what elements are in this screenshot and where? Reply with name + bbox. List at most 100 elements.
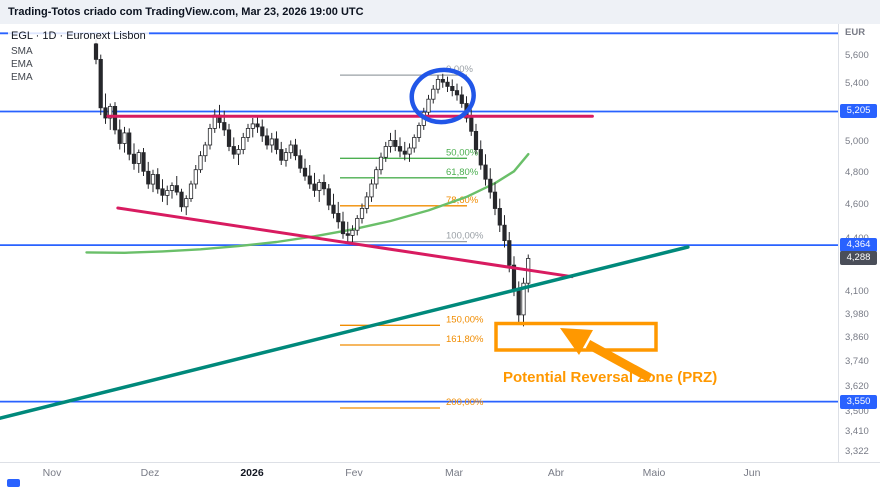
candle-body xyxy=(359,207,365,219)
price-level-badge: 5,205 xyxy=(840,104,877,118)
candle-body xyxy=(203,144,208,157)
price-level-badge: 3,550 xyxy=(840,395,877,409)
candle-body xyxy=(412,136,417,149)
time-axis-label: Abr xyxy=(547,467,565,479)
candle-body xyxy=(492,191,498,209)
candle-body xyxy=(374,169,379,185)
candle-body xyxy=(397,146,403,152)
time-axis-separator xyxy=(0,462,880,463)
candle-body xyxy=(469,117,474,132)
legend-indicator[interactable]: SMA xyxy=(8,46,36,57)
time-axis-label: 2026 xyxy=(240,467,264,479)
header-bar: Trading-Totos criado com TradingView.com… xyxy=(0,0,880,24)
price-tick: 3,410 xyxy=(845,426,869,437)
candle-body xyxy=(174,185,179,193)
candle-body xyxy=(450,86,455,92)
candle-body xyxy=(516,288,521,316)
price-tick: 4,600 xyxy=(845,199,869,210)
price-tick: 4,800 xyxy=(845,167,869,178)
candle-body xyxy=(488,178,493,193)
candle-body xyxy=(241,136,246,150)
candle-body xyxy=(122,132,127,144)
candle-body xyxy=(331,204,336,214)
candle-body xyxy=(350,229,355,236)
candle-body xyxy=(141,152,146,172)
candle-body xyxy=(416,125,422,138)
candle-body xyxy=(355,217,360,231)
symbol-title[interactable]: EGL · 1D · Euronext Lisbon xyxy=(8,30,149,43)
legend-indicator[interactable]: EMA xyxy=(8,59,36,70)
candle-body xyxy=(112,106,118,131)
price-tick: 3,322 xyxy=(845,446,869,457)
candle-body xyxy=(445,81,450,87)
price-axis[interactable]: EUR 5,6005,4005,0004,8004,6004,4004,1003… xyxy=(839,0,880,462)
candle-body xyxy=(269,138,274,146)
candle-body xyxy=(340,221,346,235)
legend-indicator[interactable]: EMA xyxy=(8,72,36,83)
candle-body xyxy=(302,167,308,177)
candle-body xyxy=(179,191,184,208)
candle-body xyxy=(226,129,232,147)
page-title: Trading-Totos criado com TradingView.com… xyxy=(8,6,364,18)
price-tick: 3,860 xyxy=(845,332,869,343)
prz-arrow-head[interactable] xyxy=(560,328,593,355)
candle-body xyxy=(231,146,236,155)
candle-body xyxy=(146,170,151,185)
candle-body xyxy=(127,132,132,155)
candle-body xyxy=(478,149,483,166)
candle-body xyxy=(103,107,108,119)
fib-level-label: 50,00% xyxy=(446,147,479,158)
candle-body xyxy=(222,122,227,131)
candle-body xyxy=(288,144,293,154)
candle-body xyxy=(364,196,369,209)
time-axis-label: Jun xyxy=(743,467,761,479)
candle-body xyxy=(402,150,407,155)
candle-body xyxy=(298,155,303,169)
price-tick: 3,740 xyxy=(845,356,869,367)
fib-level-label: 61,80% xyxy=(446,167,479,178)
candle-body xyxy=(497,207,502,226)
candle-body xyxy=(279,149,284,161)
chart-legend: EGL · 1D · Euronext Lisbon SMA EMA EMA xyxy=(8,26,149,83)
candle-body xyxy=(207,127,213,146)
candle-body xyxy=(521,282,526,316)
fib-level-label: 200,00% xyxy=(446,397,484,408)
price-tick: 3,980 xyxy=(845,309,869,320)
tradingview-logo-icon[interactable] xyxy=(7,479,20,487)
price-tick: 3,620 xyxy=(845,381,869,392)
candle-body xyxy=(459,94,464,104)
price-tick: 5,000 xyxy=(845,136,869,147)
candle-body xyxy=(473,130,479,150)
prz-annotation-label[interactable]: Potential Reversal Zone (PRZ) xyxy=(503,369,718,386)
candle-body xyxy=(260,126,265,137)
candle-body xyxy=(431,88,436,100)
legend-indicators: SMA EMA EMA xyxy=(8,46,149,83)
highlight-circle-annotation[interactable] xyxy=(409,67,476,125)
time-axis-label: Maio xyxy=(642,467,666,479)
price-tick: 5,400 xyxy=(845,78,869,89)
ascending-trendline[interactable] xyxy=(0,245,690,420)
currency-label: EUR xyxy=(845,27,866,38)
candle-body xyxy=(98,59,103,109)
fib-level-label: 78,60% xyxy=(446,195,479,206)
price-axis-separator xyxy=(838,24,839,462)
prz-arrow-shaft[interactable] xyxy=(585,340,653,382)
candle-body xyxy=(160,188,165,196)
candle-body xyxy=(483,164,488,180)
descending-trendline[interactable] xyxy=(116,206,574,279)
candle-body xyxy=(188,183,194,200)
candle-body xyxy=(407,147,412,155)
candle-body xyxy=(388,139,393,147)
fib-level-label: 150,00% xyxy=(446,314,484,325)
candle-body xyxy=(108,106,113,119)
candle-body xyxy=(321,181,327,190)
candle-body xyxy=(307,175,312,185)
candle-body xyxy=(136,152,141,164)
candle-body xyxy=(264,135,270,146)
candle-body xyxy=(435,79,441,90)
candle-body xyxy=(250,123,255,129)
candle-body xyxy=(198,155,203,171)
time-axis[interactable]: Nov Dez 2026 Fev Mar Abr Maio Jun xyxy=(0,462,838,490)
candle-body xyxy=(336,212,341,223)
